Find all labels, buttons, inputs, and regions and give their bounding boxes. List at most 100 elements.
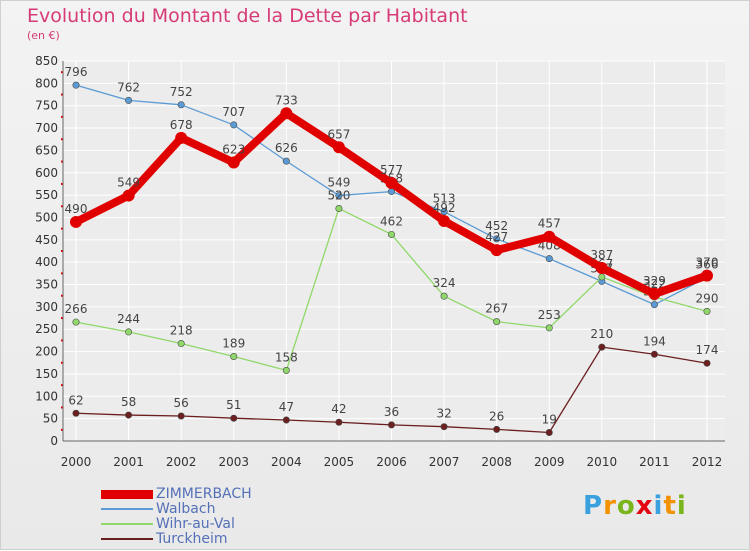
legend-swatch: [101, 508, 153, 510]
data-label: 457: [538, 217, 561, 231]
y-tick-label: 300: [35, 300, 58, 314]
data-label: 733: [275, 93, 298, 107]
y-tick-label: 250: [35, 322, 58, 336]
y-minor-tick: [61, 339, 63, 342]
x-tick-label: 2005: [324, 455, 355, 469]
data-point: [703, 307, 711, 315]
y-tick-label: 400: [35, 255, 58, 269]
data-label: 492: [433, 201, 456, 215]
logo-letter: t: [663, 491, 677, 521]
y-minor-tick: [61, 115, 63, 118]
logo-letter: r: [603, 491, 617, 521]
data-point: [598, 343, 606, 351]
data-point: [703, 359, 711, 367]
y-minor-tick: [61, 205, 63, 208]
data-point: [125, 328, 133, 336]
y-tick-label: 450: [35, 233, 58, 247]
data-point: [227, 156, 240, 169]
y-tick-label: 100: [35, 389, 58, 403]
x-tick-label: 2012: [692, 455, 723, 469]
y-axis-ticks: 0 50 100 150 200 250 300 350 400 450 500 550 600 650 7…: [35, 54, 58, 448]
y-minor-tick: [61, 406, 63, 409]
data-label: 657: [327, 127, 350, 141]
data-point: [648, 287, 661, 300]
data-label: 796: [65, 65, 88, 79]
data-label: 549: [327, 176, 350, 190]
data-point: [125, 411, 133, 419]
data-label: 32: [436, 407, 451, 421]
data-point: [230, 414, 238, 422]
data-point: [177, 340, 185, 348]
data-point: [387, 421, 395, 429]
y-minor-tick: [61, 272, 63, 275]
y-minor-tick: [61, 138, 63, 141]
data-label: 452: [485, 219, 508, 233]
data-point: [125, 96, 133, 104]
data-point: [175, 131, 188, 144]
data-label: 387: [590, 248, 613, 262]
y-tick-label: 350: [35, 278, 58, 292]
logo-letter: x: [635, 491, 654, 521]
logo-letter: P: [583, 491, 604, 521]
logo-letter: i: [676, 491, 687, 521]
data-point: [545, 429, 553, 437]
logo-letter: i: [653, 491, 664, 521]
legend-label: Turckheim: [156, 531, 228, 547]
data-label: 329: [643, 274, 666, 288]
data-point: [177, 101, 185, 109]
data-label: 253: [538, 308, 561, 322]
y-tick-label: 200: [35, 345, 58, 359]
data-point: [545, 255, 553, 263]
y-minor-tick: [61, 384, 63, 387]
y-minor-tick: [61, 428, 63, 431]
data-point: [335, 418, 343, 426]
data-point: [230, 353, 238, 361]
data-label: 626: [275, 141, 298, 155]
data-label: 290: [696, 291, 719, 305]
data-point: [177, 412, 185, 420]
data-label: 42: [331, 402, 346, 416]
data-label: 366: [696, 257, 719, 271]
data-point: [493, 235, 501, 243]
data-point: [701, 269, 713, 282]
data-point: [72, 409, 80, 417]
data-label: 707: [222, 105, 245, 119]
y-minor-tick: [61, 317, 63, 320]
y-minor-tick: [61, 227, 63, 230]
x-tick-label: 2008: [481, 455, 512, 469]
x-tick-label: 2003: [218, 455, 249, 469]
x-tick-label: 2002: [166, 455, 197, 469]
y-tick-label: 550: [35, 188, 58, 202]
data-point: [595, 261, 608, 274]
data-point: [650, 301, 658, 309]
y-tick-label: 750: [35, 99, 58, 113]
data-point: [280, 107, 293, 120]
series-wihr-au-val: 266244218189158520462324267253367322290: [65, 189, 719, 374]
data-point: [493, 425, 501, 433]
data-label: 520: [327, 189, 350, 203]
x-tick-label: 2000: [61, 455, 92, 469]
data-label: 218: [170, 324, 193, 338]
x-tick-label: 2004: [271, 455, 302, 469]
data-label: 549: [117, 176, 140, 190]
data-point: [72, 318, 80, 326]
legend-swatch: [101, 523, 153, 525]
y-tick-label: 50: [43, 412, 58, 426]
data-label: 62: [68, 393, 83, 407]
data-label: 36: [384, 405, 399, 419]
data-point: [490, 244, 503, 257]
data-point: [650, 350, 658, 358]
data-point: [440, 208, 448, 216]
data-label: 752: [170, 85, 193, 99]
legend-label: Walbach: [156, 501, 216, 517]
data-point: [440, 423, 448, 431]
x-tick-label: 2006: [376, 455, 407, 469]
data-label: 47: [279, 400, 294, 414]
x-axis-ticks: 2000 2001 2002 2003 2004 2005 2006 2007 2008 2009…: [61, 455, 723, 469]
legend-swatch: [101, 538, 153, 540]
x-tick-label: 2007: [429, 455, 460, 469]
data-label: 26: [489, 409, 504, 423]
data-point: [122, 189, 135, 202]
